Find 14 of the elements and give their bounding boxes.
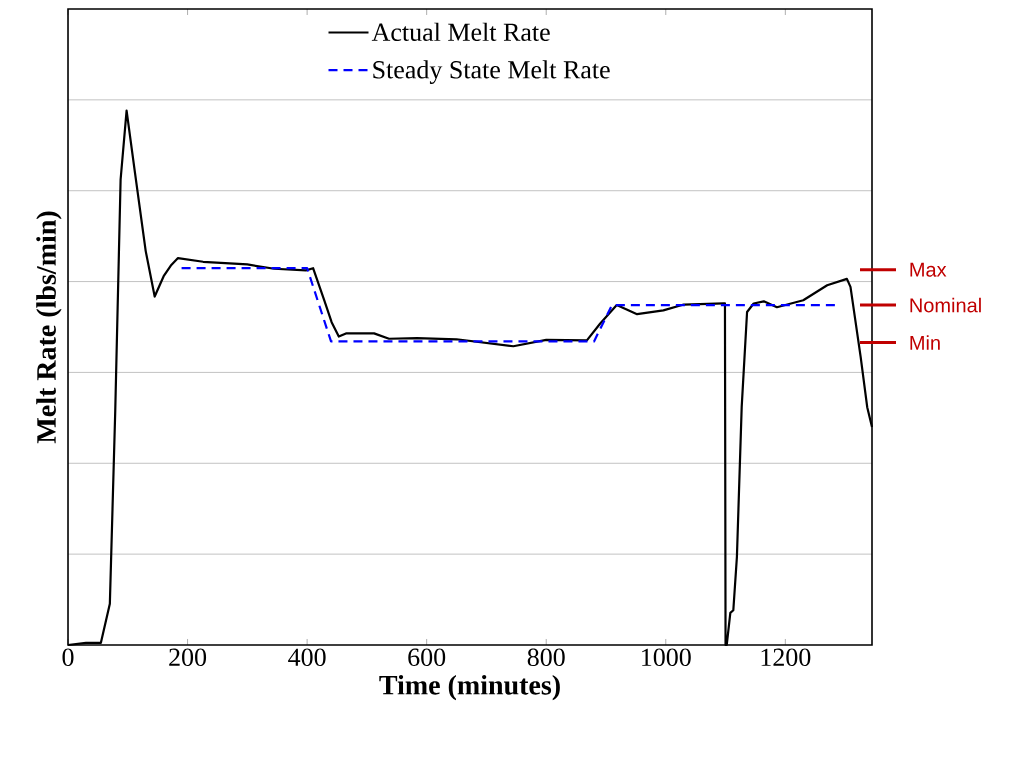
x-tick-label: 600	[408, 648, 446, 667]
y-axis-title: Melt Rate (lbs/min)	[36, 211, 62, 444]
x-tick-label: 0	[62, 648, 74, 667]
ref-line-label: Max	[910, 262, 947, 277]
x-tick-label: 800	[527, 648, 565, 667]
x-tick-label: 200	[169, 648, 207, 667]
x-axis-title: Time (minutes)	[379, 674, 560, 701]
legend-label: Steady State Melt Rate	[373, 60, 610, 84]
ref-line-label: Nominal	[910, 297, 981, 313]
x-tick-label: 1200	[761, 648, 811, 667]
x-tick-label: 400	[288, 648, 326, 667]
x-tick-label: 1000	[642, 648, 691, 667]
legend-label: Actual Melt Rate	[371, 22, 550, 42]
ref-line-label: Min	[910, 335, 940, 350]
